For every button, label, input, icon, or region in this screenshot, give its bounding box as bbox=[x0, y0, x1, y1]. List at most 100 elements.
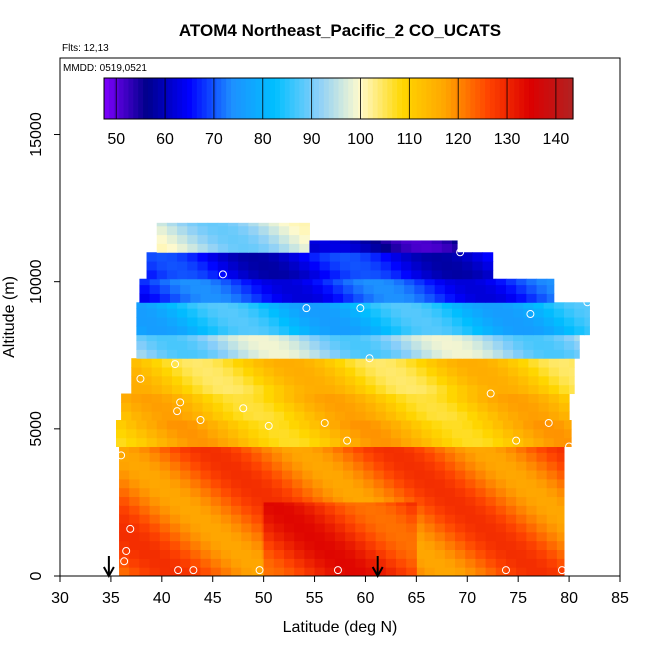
colorbar-cell bbox=[216, 78, 222, 119]
heatmap-cell bbox=[129, 452, 140, 462]
heatmap-cell bbox=[248, 252, 260, 262]
heatmap-cell bbox=[444, 487, 456, 498]
heatmap-cell bbox=[424, 478, 436, 489]
colorbar-cell bbox=[318, 78, 325, 119]
heatmap-cell bbox=[131, 367, 142, 377]
heatmap-cell bbox=[462, 261, 473, 271]
heatmap-cell bbox=[436, 367, 448, 377]
heatmap-cell bbox=[462, 349, 473, 359]
heatmap-cell bbox=[180, 549, 191, 559]
heatmap-cell bbox=[546, 496, 558, 506]
heatmap-cell bbox=[169, 523, 181, 533]
heatmap-cell bbox=[505, 567, 517, 577]
heatmap-cell bbox=[365, 558, 377, 568]
heatmap-cell bbox=[251, 293, 263, 303]
heatmap-cell bbox=[528, 367, 540, 377]
heatmap-cell bbox=[228, 222, 239, 227]
heatmap-cell bbox=[404, 452, 415, 462]
heatmap-cell bbox=[472, 308, 484, 318]
heatmap-cell bbox=[231, 549, 242, 559]
heatmap-cell bbox=[355, 367, 366, 377]
heatmap-cell bbox=[169, 452, 181, 462]
heatmap-cell bbox=[485, 278, 497, 286]
heatmap-cell bbox=[355, 384, 366, 395]
heatmap-cell bbox=[370, 308, 382, 318]
colorbar-cell bbox=[245, 78, 252, 119]
heatmap-cell bbox=[343, 446, 354, 453]
heatmap-cell bbox=[424, 461, 436, 471]
heatmap-cell bbox=[487, 402, 499, 412]
heatmap-cell bbox=[390, 325, 402, 336]
heatmap-cell bbox=[222, 402, 234, 412]
heatmap-cell bbox=[299, 269, 310, 280]
heatmap-cell bbox=[526, 461, 538, 471]
heatmap-cell bbox=[329, 340, 341, 350]
heatmap-cell bbox=[401, 334, 412, 342]
heatmap-cell bbox=[383, 461, 395, 471]
heatmap-cell bbox=[492, 420, 504, 430]
heatmap-cell bbox=[187, 234, 198, 244]
heatmap-cell bbox=[241, 278, 252, 286]
heatmap-cell bbox=[406, 375, 417, 386]
heatmap-cell bbox=[268, 325, 280, 336]
heatmap-cell bbox=[518, 358, 529, 368]
heatmap-cell bbox=[156, 234, 168, 244]
heatmap-cell bbox=[258, 420, 270, 430]
heatmap-cell bbox=[139, 470, 151, 480]
colorbar-cell bbox=[182, 78, 188, 119]
heatmap-cell bbox=[426, 411, 438, 421]
heatmap-cell bbox=[385, 531, 397, 542]
heatmap-cell bbox=[370, 252, 382, 262]
heatmap-cell bbox=[365, 540, 377, 551]
heatmap-cell bbox=[187, 225, 198, 236]
heatmap-cell bbox=[294, 523, 305, 533]
x-tick-label: 70 bbox=[458, 590, 476, 607]
heatmap-cell bbox=[192, 375, 204, 386]
heatmap-cell bbox=[136, 340, 148, 350]
colorbar-cell bbox=[460, 78, 467, 119]
heatmap-cell bbox=[355, 393, 366, 403]
heatmap-cell bbox=[187, 428, 198, 439]
heatmap-cell bbox=[441, 334, 453, 342]
heatmap-cell bbox=[465, 461, 476, 471]
heatmap-cell bbox=[119, 514, 130, 524]
heatmap-cell bbox=[136, 325, 148, 336]
heatmap-cell bbox=[533, 420, 545, 430]
heatmap-cell bbox=[253, 375, 265, 386]
heatmap-cell bbox=[360, 317, 372, 327]
heatmap-cell bbox=[455, 478, 466, 489]
heatmap-cell bbox=[322, 293, 334, 303]
heatmap-cell bbox=[533, 325, 545, 336]
heatmap-cell bbox=[467, 411, 478, 421]
heatmap-cell bbox=[182, 367, 193, 377]
heatmap-cell bbox=[334, 502, 346, 506]
heatmap-cell bbox=[431, 325, 443, 336]
heatmap-cell bbox=[197, 334, 209, 342]
heatmap-cell bbox=[177, 269, 188, 280]
heatmap-cell bbox=[505, 505, 517, 515]
heatmap-cell bbox=[375, 558, 387, 568]
heatmap-cell bbox=[151, 358, 163, 368]
heatmap-cell bbox=[278, 308, 290, 318]
heatmap-cell bbox=[455, 549, 466, 559]
heatmap-cell bbox=[190, 567, 202, 577]
heatmap-cell bbox=[169, 514, 181, 524]
heatmap-cell bbox=[569, 358, 575, 368]
colorbar-cell bbox=[221, 78, 227, 119]
heatmap-cell bbox=[166, 437, 178, 447]
heatmap-cell bbox=[332, 461, 344, 471]
heatmap-cell bbox=[380, 349, 392, 359]
heatmap-cell bbox=[324, 402, 336, 412]
colorbar-cell bbox=[529, 78, 535, 119]
heatmap-cell bbox=[477, 384, 489, 395]
heatmap-cell bbox=[228, 302, 239, 309]
heatmap-cell bbox=[314, 531, 326, 542]
heatmap-cell bbox=[238, 420, 249, 430]
heatmap-cell bbox=[414, 293, 426, 303]
heatmap-cell bbox=[383, 496, 395, 506]
heatmap-cell bbox=[278, 222, 290, 227]
heatmap-cell bbox=[365, 531, 377, 542]
heatmap-cell bbox=[455, 293, 466, 303]
heatmap-cell bbox=[355, 358, 366, 368]
